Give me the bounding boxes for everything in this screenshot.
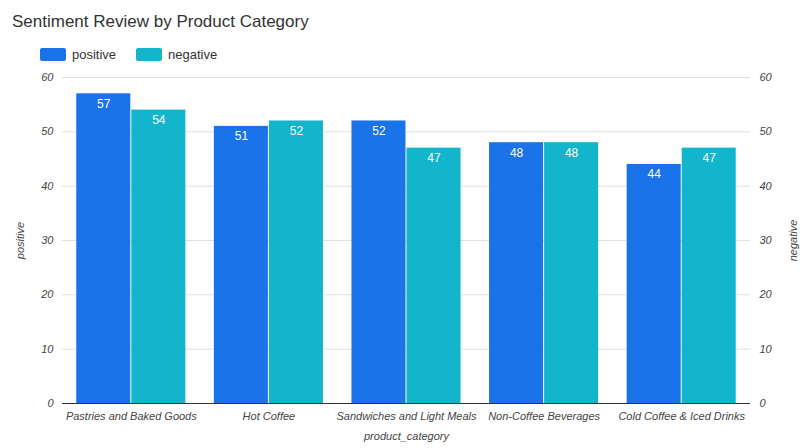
svg-text:10: 10	[41, 343, 54, 355]
svg-text:positive: positive	[14, 222, 26, 260]
svg-text:50: 50	[41, 125, 54, 137]
svg-text:30: 30	[760, 234, 773, 246]
svg-text:Sandwiches and Light Meals: Sandwiches and Light Meals	[336, 410, 477, 422]
svg-text:Hot Coffee: Hot Coffee	[243, 410, 296, 422]
svg-text:Cold Coffee & Iced Drinks: Cold Coffee & Iced Drinks	[618, 410, 745, 422]
svg-text:30: 30	[41, 234, 54, 246]
svg-text:20: 20	[759, 288, 773, 300]
html-text:Sentiment Review by Product Ca: Sentiment Review by Product Category	[12, 12, 309, 31]
svg-text:54: 54	[152, 113, 166, 127]
svg-text:60: 60	[760, 71, 773, 83]
svg-text:60: 60	[41, 71, 54, 83]
svg-text:0: 0	[760, 397, 767, 409]
svg-text:0: 0	[47, 397, 54, 409]
svg-text:Non-Coffee Beverages: Non-Coffee Beverages	[488, 410, 600, 422]
svg-text:51: 51	[235, 129, 249, 143]
svg-text:57: 57	[97, 97, 111, 111]
svg-text:44: 44	[648, 167, 662, 181]
svg-text:40: 40	[760, 180, 773, 192]
svg-text:50: 50	[760, 125, 773, 137]
svg-text:47: 47	[703, 151, 717, 165]
svg-text:48: 48	[565, 146, 579, 160]
svg-text:negative: negative	[787, 220, 799, 262]
svg-text:10: 10	[760, 343, 773, 355]
html-text:positive: positive	[72, 47, 117, 62]
svg-text:product_category: product_category	[363, 430, 450, 442]
svg-text:40: 40	[41, 180, 54, 192]
svg-text:Pastries and Baked Goods: Pastries and Baked Goods	[66, 410, 197, 422]
svg-text:47: 47	[427, 151, 441, 165]
html-text:negative: negative	[168, 47, 218, 62]
svg-text:20: 20	[40, 288, 54, 300]
svg-text:48: 48	[510, 146, 524, 160]
svg-text:52: 52	[372, 124, 386, 138]
svg-text:52: 52	[290, 124, 304, 138]
